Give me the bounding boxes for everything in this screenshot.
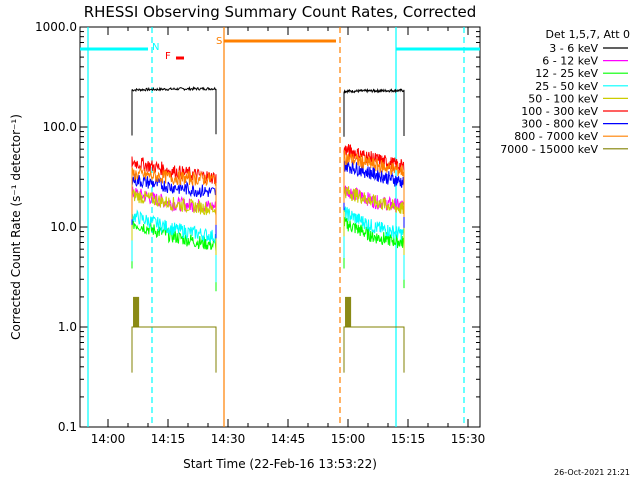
series-line xyxy=(131,189,217,255)
x-tick-label: 15:15 xyxy=(391,432,426,446)
series-line xyxy=(343,88,405,137)
y-tick-label: 10.0 xyxy=(50,220,77,234)
x-tick-label: 14:45 xyxy=(271,432,306,446)
x-tick-label: 14:00 xyxy=(91,432,126,446)
series-line xyxy=(343,326,405,373)
y-axis-label: Corrected Count Rate (s⁻¹ detector⁻¹) xyxy=(9,114,23,340)
legend-header: Det 1,5,7, Att 0 xyxy=(546,28,630,41)
x-tick-label: 14:15 xyxy=(151,432,186,446)
y-tick-label: 1000.0 xyxy=(35,20,77,34)
x-tick-label: 14:30 xyxy=(211,432,246,446)
plot-border xyxy=(79,26,481,428)
series-line xyxy=(343,150,405,217)
y-tick-label: 100.0 xyxy=(43,120,77,134)
legend-entry-label: 12 - 25 keV xyxy=(535,67,598,80)
x-tick-label: 15:00 xyxy=(331,432,366,446)
data-series xyxy=(131,86,405,373)
vertical-markers xyxy=(87,27,465,427)
legend-entry-label: 100 - 300 keV xyxy=(521,105,598,118)
y-tick-labels: 0.1 1.0 10.0 100.0 1000.0 xyxy=(35,20,77,434)
plot-frame xyxy=(79,26,481,428)
annotation-f: F xyxy=(165,51,171,62)
footer-date: 26-Oct-2021 21:21 xyxy=(554,468,630,477)
chart-title: RHESSI Observing Summary Count Rates, Co… xyxy=(84,3,477,21)
series-line xyxy=(131,86,217,136)
series-line xyxy=(343,206,405,280)
legend-entry-label: 3 - 6 keV xyxy=(549,42,598,55)
series-line xyxy=(343,186,405,255)
x-tick-labels: 14:00 14:15 14:30 14:45 15:00 15:15 15:30 xyxy=(91,432,486,446)
annotation-s: S xyxy=(216,36,222,47)
series-line xyxy=(131,326,217,373)
status-bars xyxy=(80,39,480,60)
legend-entry-label: 50 - 100 keV xyxy=(528,92,598,105)
annotation-n: N xyxy=(152,42,159,53)
series-line xyxy=(131,166,217,225)
legend-entry-label: 7000 - 15000 keV xyxy=(500,143,598,156)
axis-ticks xyxy=(80,26,480,428)
series-line xyxy=(343,217,405,289)
legend-entry-label: 6 - 12 keV xyxy=(542,55,598,68)
x-tick-label: 15:30 xyxy=(451,432,486,446)
legend-entry-label: 25 - 50 keV xyxy=(535,80,598,93)
legend-entry-label: 300 - 800 keV xyxy=(521,118,598,131)
legend-entry-label: 800 - 7000 keV xyxy=(514,130,598,143)
y-tick-label: 1.0 xyxy=(58,320,77,334)
status-annotations: NF S xyxy=(152,36,222,62)
y-tick-label: 0.1 xyxy=(58,420,77,434)
series-line xyxy=(131,209,217,283)
x-axis-label: Start Time (22-Feb-16 13:53:22) xyxy=(183,457,377,471)
